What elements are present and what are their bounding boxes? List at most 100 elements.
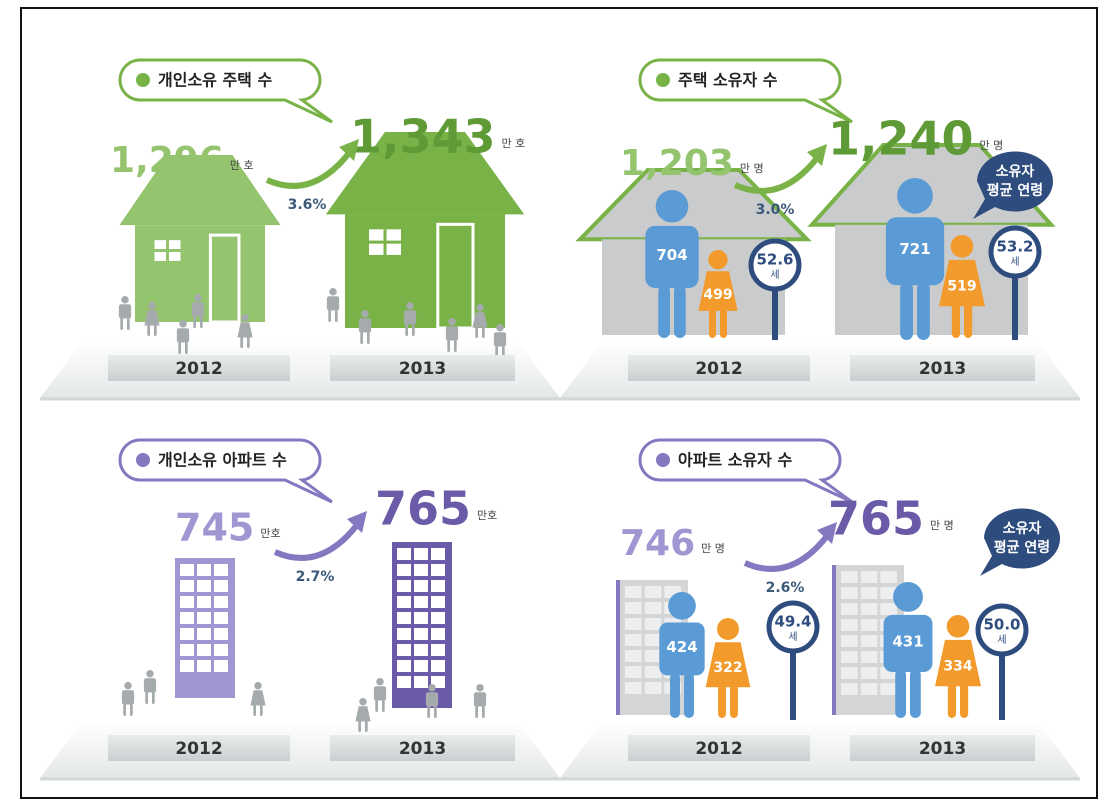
apartment-window (645, 682, 662, 694)
apartment-window (625, 650, 642, 662)
person-leg (917, 282, 930, 340)
person-body (192, 302, 204, 316)
apartment-window (180, 596, 194, 608)
apartment-window (197, 628, 211, 640)
year-label: 2012 (695, 359, 742, 379)
sign-pole (1012, 272, 1018, 340)
person-head (329, 288, 336, 295)
person-leg (670, 673, 680, 718)
person-leg (948, 681, 956, 718)
count-unit: 만 명 (980, 139, 1004, 152)
apartment-window (880, 571, 897, 583)
person-head (448, 318, 455, 325)
age-unit: 세 (997, 634, 1006, 646)
person-head (376, 678, 383, 685)
person-head (146, 670, 153, 677)
year-label: 2013 (919, 359, 966, 379)
apartment-window (214, 580, 228, 592)
apartment-window (841, 635, 858, 647)
count-value: 765 (828, 492, 924, 546)
female-count: 334 (943, 659, 972, 675)
count-unit: 만 호 (502, 137, 526, 150)
person-head (947, 615, 970, 638)
apartment-window (861, 683, 878, 695)
apartment-window (414, 548, 428, 560)
person-leg (200, 316, 203, 328)
apartment-window (431, 644, 445, 656)
count-value: 1,296 (110, 140, 224, 181)
apartment-window (625, 634, 642, 646)
person-leg (718, 682, 726, 718)
person-leg (123, 704, 126, 716)
person-leg (382, 700, 385, 712)
person-head (179, 320, 186, 327)
growth-rate: 3.0% (756, 202, 795, 218)
apartment-window (431, 548, 445, 560)
apartment-window (841, 683, 858, 695)
age-value: 50.0 (983, 616, 1020, 634)
person-leg (910, 669, 921, 718)
count-value: 1,343 (350, 110, 496, 164)
growth-rate: 2.7% (296, 569, 335, 585)
apartment-window (880, 603, 897, 615)
person-body (144, 678, 156, 692)
apartment-window (180, 644, 194, 656)
age-unit: 세 (770, 269, 779, 281)
person-leg (360, 332, 363, 344)
apartment-window (861, 603, 878, 615)
person-leg (154, 324, 157, 336)
person-leg (895, 669, 906, 718)
apartment-window (397, 548, 411, 560)
year-label: 2013 (919, 739, 966, 759)
person-leg (260, 704, 263, 716)
apartment-window (414, 628, 428, 640)
person-head (496, 324, 503, 331)
sign-pole (999, 650, 1005, 720)
apartment-window (414, 644, 428, 656)
person-leg (253, 704, 256, 716)
person-leg (367, 332, 370, 344)
sign-pole (790, 647, 796, 720)
person-leg (127, 318, 130, 330)
apartment-window (214, 628, 228, 640)
count-unit: 만 명 (930, 519, 954, 532)
person-leg (375, 700, 378, 712)
apartment-window (214, 596, 228, 608)
apartment-window (861, 619, 878, 631)
apartment-window (197, 564, 211, 576)
person-head (406, 302, 413, 309)
male-count: 721 (899, 240, 930, 258)
person-head (476, 684, 483, 691)
title-dot (656, 453, 670, 467)
person-leg (684, 673, 694, 718)
person-head (893, 582, 923, 612)
apartment-window (214, 644, 228, 656)
panel-title: 주택 소유자 수 (678, 71, 778, 90)
person-leg (447, 340, 450, 352)
apartment-window (645, 666, 662, 678)
apartment-window (397, 628, 411, 640)
apartment-window (180, 580, 194, 592)
apartment-window (180, 564, 194, 576)
apartment-window (431, 564, 445, 576)
age-value: 52.6 (756, 251, 793, 269)
apartment-window (397, 612, 411, 624)
person-leg (328, 310, 331, 322)
person-body (374, 686, 386, 700)
apartment-window (414, 676, 428, 688)
infographic: 개인소유 주택 수201220131,296만 호1,343만 호3.6%주택 … (0, 0, 1104, 805)
apartment-window (841, 651, 858, 663)
person-leg (964, 301, 972, 338)
apartment-window (625, 586, 642, 598)
age-value: 53.2 (996, 238, 1033, 256)
apartment-window (841, 667, 858, 679)
person-leg (412, 324, 415, 336)
apartment-window (397, 644, 411, 656)
person-head (241, 314, 248, 321)
person-head (148, 302, 155, 309)
panel-title: 아파트 소유자 수 (678, 451, 792, 470)
apartment-window (197, 580, 211, 592)
male-count: 704 (656, 246, 687, 264)
apartment-window (180, 660, 194, 672)
person-leg (434, 706, 437, 718)
